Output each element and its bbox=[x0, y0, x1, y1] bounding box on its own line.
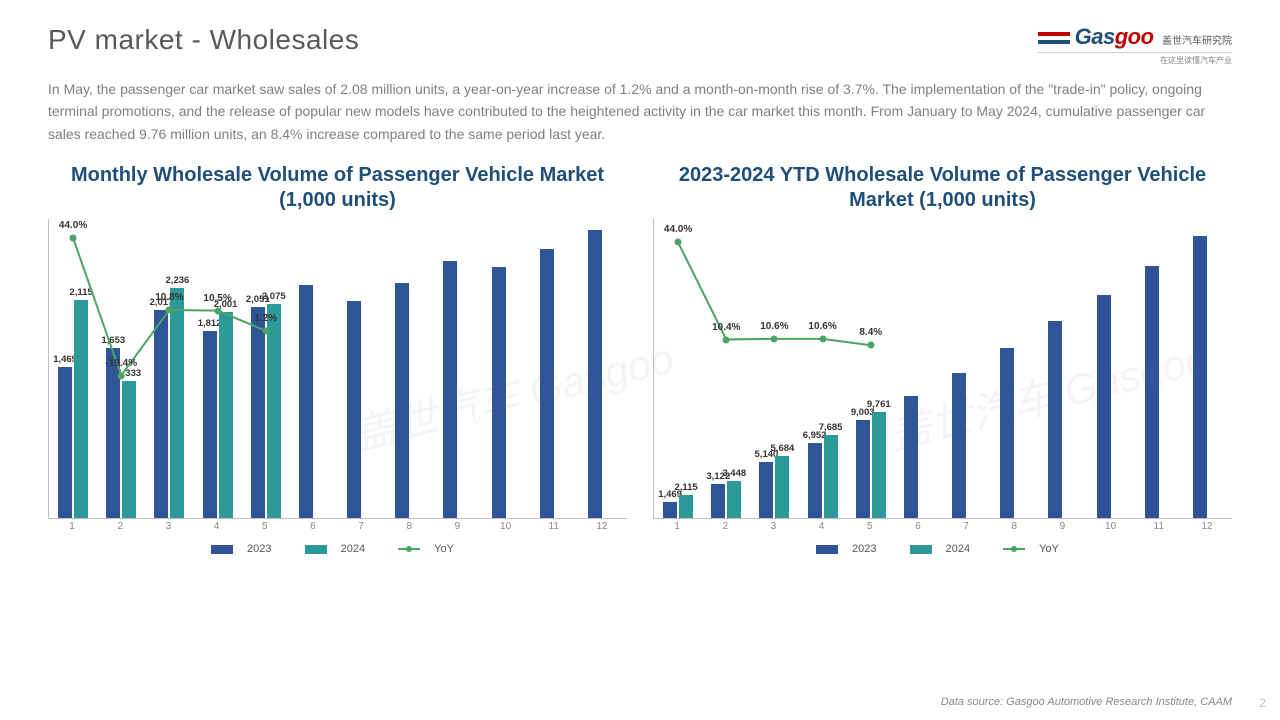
yoy-point bbox=[214, 307, 221, 314]
legend-2023: 2023 bbox=[852, 543, 876, 555]
legend: 2023 2024 YoY bbox=[645, 543, 1240, 555]
x-axis: 123456789101112 bbox=[48, 521, 627, 537]
yoy-label: 10.6% bbox=[808, 321, 836, 332]
yoy-line bbox=[654, 219, 1232, 518]
x-tick: 4 bbox=[214, 521, 220, 532]
legend-yoy: YoY bbox=[1039, 543, 1059, 555]
logo-accent-icon bbox=[1038, 32, 1070, 44]
yoy-label: -19.4% bbox=[105, 358, 137, 369]
logo-cn: 盖世汽车研究院 bbox=[1162, 36, 1232, 47]
x-tick: 4 bbox=[819, 521, 825, 532]
logo-sub: 在这里读懂汽车产业 bbox=[1038, 52, 1232, 66]
yoy-point bbox=[262, 327, 269, 334]
yoy-label: 10.5% bbox=[203, 293, 231, 304]
legend-2023: 2023 bbox=[247, 543, 271, 555]
x-tick: 12 bbox=[596, 521, 607, 532]
yoy-point bbox=[867, 342, 874, 349]
yoy-line bbox=[49, 219, 627, 518]
yoy-point bbox=[675, 239, 682, 246]
x-tick: 1 bbox=[674, 521, 680, 532]
x-tick: 2 bbox=[722, 521, 728, 532]
x-tick: 5 bbox=[262, 521, 268, 532]
yoy-point bbox=[723, 336, 730, 343]
plot-area: 盖世汽车 Gasgoo 1,4692,1153,1223,4485,1405,6… bbox=[653, 219, 1232, 519]
x-tick: 5 bbox=[867, 521, 873, 532]
logo-text-b: goo bbox=[1115, 24, 1154, 49]
x-tick: 9 bbox=[455, 521, 461, 532]
chart-monthly: Monthly Wholesale Volume of Passenger Ve… bbox=[40, 163, 635, 555]
yoy-point bbox=[819, 336, 826, 343]
x-tick: 3 bbox=[771, 521, 777, 532]
data-source: Data source: Gasgoo Automotive Research … bbox=[941, 696, 1232, 708]
yoy-point bbox=[166, 307, 173, 314]
yoy-label: 44.0% bbox=[59, 220, 87, 231]
yoy-label: 10.6% bbox=[760, 321, 788, 332]
x-tick: 1 bbox=[69, 521, 75, 532]
yoy-point bbox=[118, 372, 125, 379]
legend-yoy: YoY bbox=[434, 543, 454, 555]
x-tick: 7 bbox=[963, 521, 969, 532]
x-axis: 123456789101112 bbox=[653, 521, 1232, 537]
yoy-point bbox=[70, 235, 77, 242]
chart-title: 2023-2024 YTD Wholesale Volume of Passen… bbox=[645, 163, 1240, 213]
chart-ytd: 2023-2024 YTD Wholesale Volume of Passen… bbox=[645, 163, 1240, 555]
x-tick: 11 bbox=[1154, 521, 1164, 532]
x-tick: 6 bbox=[915, 521, 921, 532]
x-tick: 8 bbox=[406, 521, 412, 532]
legend-2024: 2024 bbox=[341, 543, 365, 555]
intro-paragraph: In May, the passenger car market saw sal… bbox=[0, 74, 1280, 153]
page-title: PV market - Wholesales bbox=[48, 24, 359, 56]
logo-text-a: Gas bbox=[1075, 24, 1115, 49]
logo: Gasgoo 盖世汽车研究院 在这里读懂汽车产业 bbox=[1038, 24, 1232, 66]
yoy-label: 10.8% bbox=[155, 292, 183, 303]
x-tick: 3 bbox=[166, 521, 172, 532]
x-tick: 11 bbox=[549, 521, 559, 532]
x-tick: 8 bbox=[1011, 521, 1017, 532]
legend: 2023 2024 YoY bbox=[40, 543, 635, 555]
legend-2024: 2024 bbox=[946, 543, 970, 555]
x-tick: 6 bbox=[310, 521, 316, 532]
plot-area: 盖世汽车 Gasgoo 1,4692,1151,6531,3332,0172,2… bbox=[48, 219, 627, 519]
yoy-point bbox=[771, 336, 778, 343]
yoy-label: 10.4% bbox=[712, 322, 740, 333]
x-tick: 2 bbox=[117, 521, 123, 532]
x-tick: 12 bbox=[1201, 521, 1212, 532]
x-tick: 10 bbox=[500, 521, 511, 532]
yoy-label: 1.2% bbox=[254, 313, 277, 324]
x-tick: 9 bbox=[1060, 521, 1066, 532]
x-tick: 7 bbox=[358, 521, 364, 532]
page-number: 2 bbox=[1259, 696, 1266, 710]
yoy-label: 8.4% bbox=[859, 327, 882, 338]
yoy-label: 44.0% bbox=[664, 224, 692, 235]
chart-title: Monthly Wholesale Volume of Passenger Ve… bbox=[40, 163, 635, 213]
x-tick: 10 bbox=[1105, 521, 1116, 532]
